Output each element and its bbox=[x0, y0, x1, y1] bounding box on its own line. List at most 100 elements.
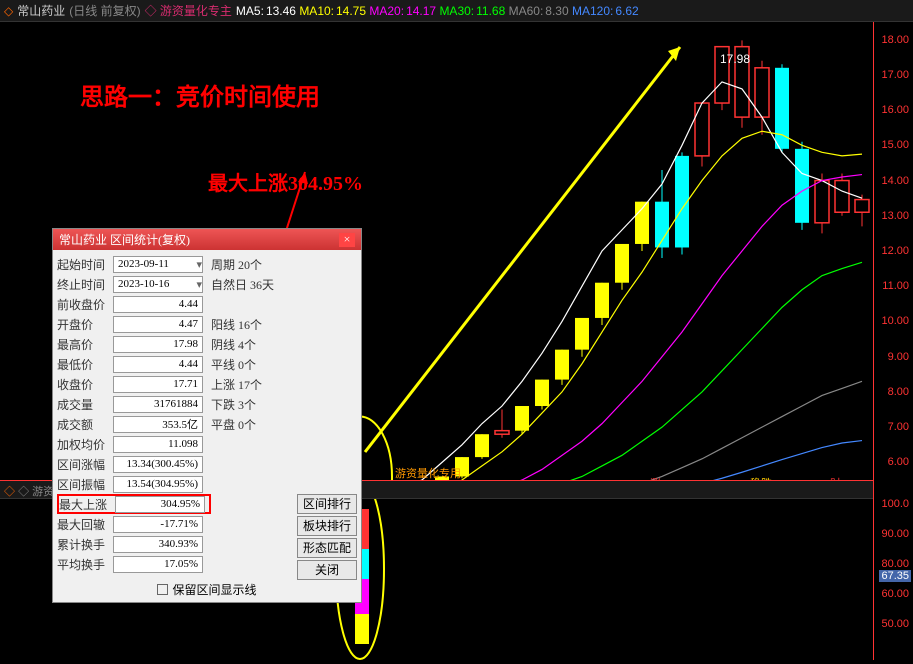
svg-text:游资量化专用: 游资量化专用 bbox=[395, 466, 461, 480]
side-info: 下跌 3个 bbox=[211, 396, 256, 413]
sub-y-axis: 100.0 90.00 80.00 60.00 50.00 67.35 bbox=[873, 480, 913, 660]
sub-y-tick: 90.00 bbox=[881, 528, 909, 540]
ma-legend-MA5: MA5:13.46 bbox=[236, 4, 296, 18]
value-field[interactable]: -17.71% bbox=[113, 516, 203, 533]
popup-button-关闭[interactable]: 关闭 bbox=[297, 560, 357, 580]
popup-row: 累计换手 340.93% bbox=[57, 534, 285, 554]
y-tick: 6.00 bbox=[888, 456, 909, 468]
field-label: 前收盘价 bbox=[57, 296, 111, 313]
y-tick: 11.00 bbox=[882, 280, 909, 292]
field-label: 平均换手 bbox=[57, 556, 111, 573]
y-tick: 17.00 bbox=[881, 69, 909, 81]
y-tick: 18.00 bbox=[881, 34, 909, 46]
ma-legend-MA20: MA20:14.17 bbox=[369, 4, 436, 18]
side-info: 阴线 4个 bbox=[211, 336, 256, 353]
field-label: 收盘价 bbox=[57, 376, 111, 393]
date-input[interactable]: 2023-10-16▾ bbox=[113, 276, 203, 293]
value-field[interactable]: 340.93% bbox=[113, 536, 203, 553]
chart-header: ◇ 常山药业 (日线 前复权) ◇ 游资量化专主 MA5:13.46 MA10:… bbox=[0, 0, 913, 22]
popup-row-起始时间: 起始时间 2023-09-11▾ 周期 20个 bbox=[57, 254, 357, 274]
annotation-title: 思路一：竞价时间使用 bbox=[80, 77, 320, 112]
close-icon[interactable]: × bbox=[339, 233, 355, 247]
field-label: 加权均价 bbox=[57, 436, 111, 453]
value-field[interactable]: 4.47 bbox=[113, 316, 203, 333]
popup-title-text: 常山药业 区间统计(复权) bbox=[59, 231, 190, 248]
y-tick: 13.00 bbox=[881, 210, 909, 222]
field-label: 成交额 bbox=[57, 416, 111, 433]
value-field[interactable]: 304.95% bbox=[115, 496, 205, 513]
popup-row: 开盘价 4.47 阳线 16个 bbox=[57, 314, 357, 334]
field-label: 开盘价 bbox=[57, 316, 111, 333]
popup-row: 加权均价 11.098 bbox=[57, 434, 357, 454]
sub-y-highlight: 67.35 bbox=[879, 570, 911, 582]
date-input[interactable]: 2023-09-11▾ bbox=[113, 256, 203, 273]
value-field[interactable]: 17.98 bbox=[113, 336, 203, 353]
value-field[interactable]: 31761884 bbox=[113, 396, 203, 413]
field-label: 区间涨幅 bbox=[57, 456, 111, 473]
peak-value-label: 17.98 bbox=[720, 52, 750, 66]
popup-row-终止时间: 终止时间 2023-10-16▾ 自然日 36天 bbox=[57, 274, 357, 294]
value-field[interactable]: 17.05% bbox=[113, 556, 203, 573]
popup-row: 平均换手 17.05% bbox=[57, 554, 285, 574]
field-label: 累计换手 bbox=[57, 536, 111, 553]
y-tick: 9.00 bbox=[888, 351, 909, 363]
y-axis: 18.00 17.00 16.00 15.00 14.00 13.00 12.00 11.00… bbox=[873, 22, 913, 480]
popup-row: 成交量 31761884 下跌 3个 bbox=[57, 394, 357, 414]
sub-y-tick: 60.00 bbox=[881, 588, 909, 600]
side-info: 阳线 16个 bbox=[211, 316, 262, 333]
popup-row: 最低价 4.44 平线 0个 bbox=[57, 354, 357, 374]
popup-row: 收盘价 17.71 上涨 17个 bbox=[57, 374, 357, 394]
popup-titlebar[interactable]: 常山药业 区间统计(复权) × bbox=[53, 229, 361, 250]
field-label: 区间振幅 bbox=[57, 476, 111, 493]
value-field[interactable]: 353.5亿 bbox=[113, 416, 203, 433]
annotation-subtitle: 最大上涨304.95% bbox=[208, 167, 363, 196]
side-info: 平盘 0个 bbox=[211, 416, 256, 433]
popup-row: 区间振幅 13.54(304.95%) bbox=[57, 474, 357, 494]
stock-period: (日线 前复权) bbox=[69, 2, 140, 19]
popup-row: 区间涨幅 13.34(300.45%) bbox=[57, 454, 357, 474]
y-tick: 12.00 bbox=[881, 245, 909, 257]
value-field[interactable]: 13.34(300.45%) bbox=[113, 456, 203, 473]
field-label: 最大回辙 bbox=[57, 516, 111, 533]
popup-button-形态匹配[interactable]: 形态匹配 bbox=[297, 538, 357, 558]
y-tick: 14.00 bbox=[881, 175, 909, 187]
field-label: 最低价 bbox=[57, 356, 111, 373]
ma-legend-MA60: MA60:8.30 bbox=[509, 4, 569, 18]
ma-legend-MA30: MA30:11.68 bbox=[439, 4, 505, 18]
side-info: 平线 0个 bbox=[211, 356, 256, 373]
sub-y-tick: 100.0 bbox=[881, 498, 909, 510]
field-label: 成交量 bbox=[57, 396, 111, 413]
popup-row: 前收盘价 4.44 bbox=[57, 294, 357, 314]
interval-stats-popup: 常山药业 区间统计(复权) × 起始时间 2023-09-11▾ 周期 20个 … bbox=[52, 228, 362, 603]
y-tick: 10.00 bbox=[881, 315, 909, 327]
value-field[interactable]: 17.71 bbox=[113, 376, 203, 393]
y-tick: 7.00 bbox=[888, 421, 909, 433]
field-label: 最高价 bbox=[57, 336, 111, 353]
popup-row: 最高价 17.98 阴线 4个 bbox=[57, 334, 357, 354]
value-field[interactable]: 4.44 bbox=[113, 356, 203, 373]
popup-row: 成交额 353.5亿 平盘 0个 bbox=[57, 414, 357, 434]
side-info: 上涨 17个 bbox=[211, 376, 262, 393]
value-field[interactable]: 11.098 bbox=[113, 436, 203, 453]
indicator-name: ◇ 游资量化专主 bbox=[145, 2, 232, 19]
checkbox-icon[interactable] bbox=[157, 584, 168, 595]
y-tick: 8.00 bbox=[888, 386, 909, 398]
y-tick: 15.00 bbox=[881, 139, 909, 151]
stock-name: 常山药业 bbox=[17, 2, 65, 19]
value-field[interactable]: 4.44 bbox=[113, 296, 203, 313]
ma-legend-MA10: MA10:14.75 bbox=[299, 4, 366, 18]
ma-legend-MA120: MA120:6.62 bbox=[572, 4, 639, 18]
side-info: 周期 20个 bbox=[211, 256, 262, 273]
sub-y-tick: 80.00 bbox=[881, 558, 909, 570]
popup-row-highlight: 最大上涨 304.95% bbox=[57, 494, 211, 514]
checkbox-label: 保留区间显示线 bbox=[172, 581, 256, 598]
value-field[interactable]: 13.54(304.95%) bbox=[113, 476, 203, 493]
checkbox-row[interactable]: 保留区间显示线 bbox=[57, 580, 357, 598]
popup-row: 最大回辙 -17.71% bbox=[57, 514, 285, 534]
field-label: 起始时间 bbox=[57, 256, 111, 273]
popup-button-板块排行[interactable]: 板块排行 bbox=[297, 516, 357, 536]
y-tick: 16.00 bbox=[881, 104, 909, 116]
sub-y-tick: 50.00 bbox=[881, 618, 909, 630]
popup-button-区间排行[interactable]: 区间排行 bbox=[297, 494, 357, 514]
field-label: 最大上涨 bbox=[59, 496, 113, 513]
